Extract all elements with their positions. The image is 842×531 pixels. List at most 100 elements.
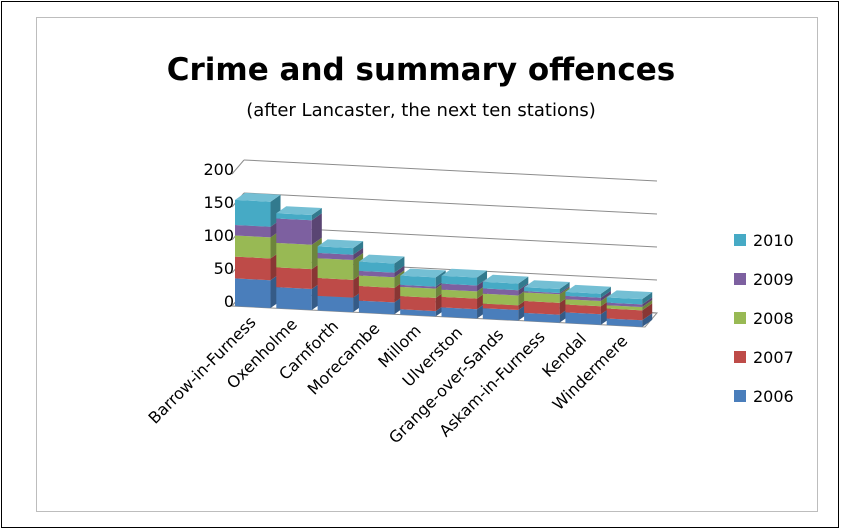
legend-swatch <box>734 312 746 324</box>
chart-area <box>36 17 818 512</box>
bar-segment <box>441 307 478 319</box>
bar-segment <box>317 278 354 298</box>
bar-segment <box>358 300 395 315</box>
bar-top <box>441 268 488 278</box>
bar-segment <box>235 224 271 238</box>
bar-segment <box>235 278 271 308</box>
legend-swatch <box>734 234 746 246</box>
bar-segment <box>317 295 354 313</box>
bar-segment <box>400 286 436 298</box>
bar-segment <box>441 283 478 292</box>
bar-segment <box>276 242 312 270</box>
bar-side <box>600 286 611 298</box>
bar-side <box>311 208 322 221</box>
y-tick-label: 200 <box>203 160 234 179</box>
bar-segment <box>606 305 643 311</box>
bar-segment <box>317 252 354 261</box>
y-tick-label: 100 <box>203 226 234 245</box>
bar-segment <box>358 275 395 288</box>
bar-segment <box>606 302 643 308</box>
bar-side <box>477 270 488 286</box>
bar-segment <box>565 291 601 298</box>
bar-segment <box>565 295 601 301</box>
bar-side <box>311 213 322 245</box>
bar-side <box>642 313 653 327</box>
legend-swatch <box>734 390 746 402</box>
bar-side <box>642 297 653 308</box>
chart-subtitle: (after Lancaster, the next ten stations) <box>246 100 596 121</box>
bars <box>235 192 653 327</box>
gridline <box>243 159 658 182</box>
bar-side <box>559 285 570 295</box>
bar-segment <box>400 284 436 289</box>
bar-segment <box>524 292 560 303</box>
y-tick-label: 50 <box>214 259 234 278</box>
bar-segment <box>482 293 519 306</box>
bar-segment <box>565 304 601 315</box>
bar-segment <box>482 288 519 296</box>
legend-swatch <box>734 273 746 285</box>
bar-segment <box>400 275 436 287</box>
bar-side <box>394 256 405 273</box>
bar-segment <box>317 258 354 280</box>
bar-segment <box>606 297 643 305</box>
bar-segment <box>606 308 643 321</box>
bar-side <box>559 281 570 293</box>
bar-segment <box>441 275 478 286</box>
legend-swatch <box>734 351 746 363</box>
bar-segment <box>400 309 436 317</box>
legend-label: 2007 <box>753 348 794 367</box>
bar-segment <box>358 270 395 278</box>
y-axis-ticks: 0 50 100 150 200 <box>203 160 234 311</box>
bar-top <box>276 206 322 216</box>
bar-segment <box>235 235 271 259</box>
bar-segment <box>235 256 271 281</box>
bar-segment <box>482 303 519 310</box>
bar-segment <box>524 287 560 293</box>
bar-side <box>600 290 611 301</box>
bar-segment <box>482 281 519 291</box>
bar-segment <box>358 261 395 273</box>
bar-segment <box>565 299 601 307</box>
bar-segment <box>441 296 478 310</box>
bar-segment <box>400 296 436 312</box>
bar-segment <box>276 287 312 311</box>
bar-side <box>642 300 653 311</box>
legend-label: 2009 <box>753 270 794 289</box>
legend-label: 2008 <box>753 309 794 328</box>
bar-segment <box>317 246 354 255</box>
bar-segment <box>524 301 560 315</box>
gridline-side <box>231 159 245 175</box>
legend-label: 2006 <box>753 387 794 406</box>
bar-side <box>642 303 653 321</box>
bar-top <box>565 284 611 294</box>
bar-segment <box>276 267 312 289</box>
bar-segment <box>524 291 560 295</box>
bar-top <box>317 239 364 249</box>
legend-label: 2010 <box>753 231 794 250</box>
bar-segment <box>565 312 601 325</box>
bar-side <box>353 241 364 255</box>
bar-side <box>435 270 446 287</box>
bar-segment <box>358 286 395 303</box>
bar-side <box>518 276 529 291</box>
bar-segment <box>276 218 312 245</box>
bar-segment <box>606 318 643 327</box>
bar-segment <box>276 213 312 221</box>
bar-segment <box>441 289 478 299</box>
y-tick-label: 150 <box>203 193 234 212</box>
bar-segment <box>524 312 560 323</box>
bar-side <box>353 247 364 261</box>
bar-top <box>400 268 446 278</box>
gridline <box>243 192 658 215</box>
bar-segment <box>235 199 271 227</box>
y-tick-label: 0 <box>224 292 234 311</box>
bar-top <box>358 254 405 264</box>
bar-top <box>482 274 529 284</box>
bar-top <box>524 280 570 289</box>
bar-segment <box>482 308 519 321</box>
bar-side <box>394 265 405 278</box>
chart-title: Crime and summary offences <box>166 52 676 88</box>
bar-side <box>642 292 653 305</box>
